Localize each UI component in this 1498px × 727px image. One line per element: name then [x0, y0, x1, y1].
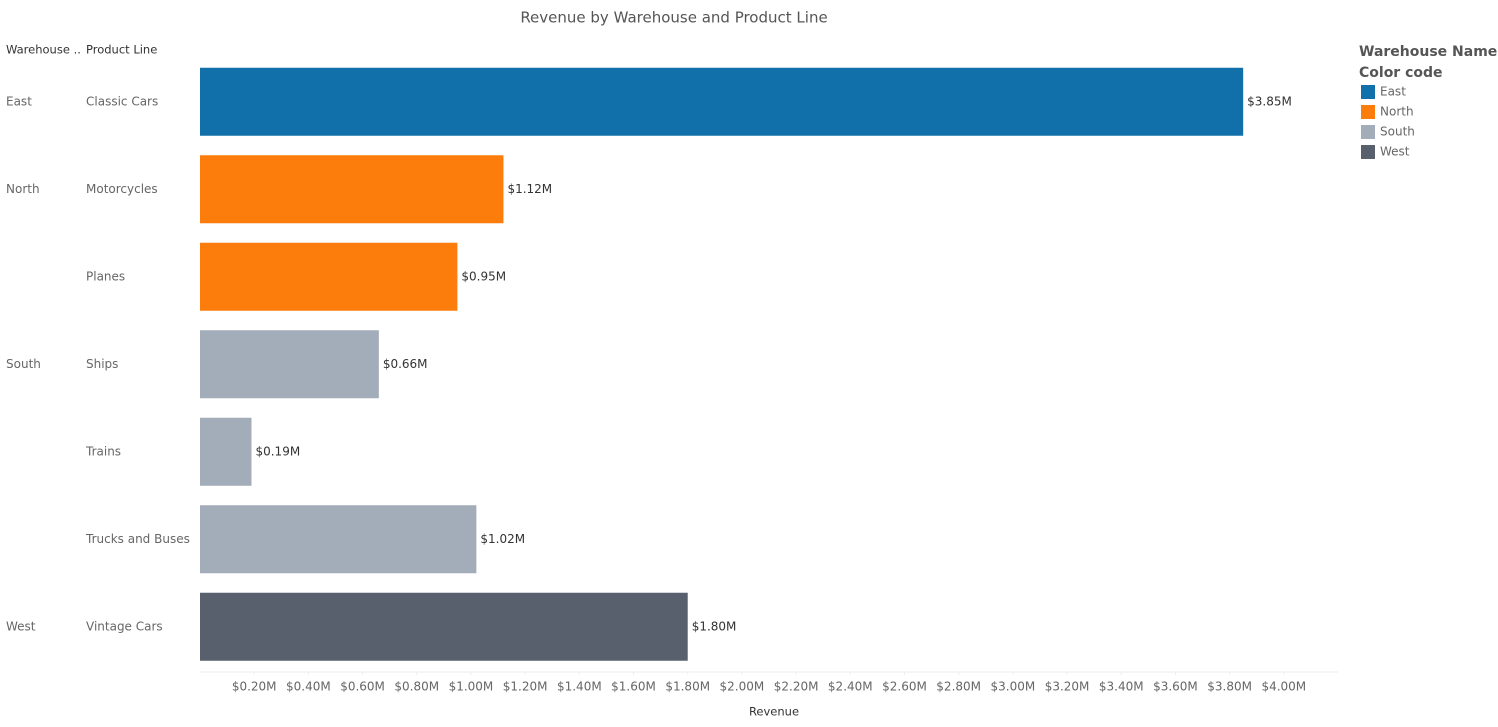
- category-label: Classic Cars: [86, 94, 158, 108]
- category-label: Planes: [86, 269, 125, 283]
- bar: [200, 330, 379, 399]
- x-tick-label: $2.40M: [828, 680, 873, 694]
- legend-label: East: [1380, 85, 1406, 99]
- bar: [200, 155, 504, 224]
- value-label: $1.02M: [480, 532, 525, 546]
- x-tick-label: $1.60M: [611, 680, 656, 694]
- x-tick-label: $3.80M: [1207, 680, 1252, 694]
- bar: [200, 592, 688, 661]
- x-tick-label: $3.20M: [1045, 680, 1090, 694]
- value-label: $1.80M: [692, 619, 737, 633]
- legend-title: Warehouse Name: [1359, 44, 1497, 60]
- x-tick-label: $1.20M: [503, 680, 548, 694]
- legend-swatch: [1361, 85, 1375, 99]
- x-tick-label: $0.80M: [394, 680, 439, 694]
- legend-swatch: [1361, 125, 1375, 139]
- category-label: Motorcycles: [86, 182, 158, 196]
- value-label: $0.95M: [461, 269, 506, 283]
- value-label: $0.66M: [383, 357, 428, 371]
- category-label: Ships: [86, 357, 118, 371]
- category-label: Vintage Cars: [86, 619, 163, 633]
- x-tick-label: $1.00M: [449, 680, 494, 694]
- value-label: $1.12M: [507, 182, 552, 196]
- legend-swatch: [1361, 105, 1375, 119]
- x-axis-title: Revenue: [749, 705, 799, 719]
- category-label: Trucks and Buses: [85, 532, 190, 546]
- x-tick-label: $3.60M: [1153, 680, 1198, 694]
- category-label: Trains: [85, 444, 121, 458]
- x-tick-label: $2.00M: [720, 680, 765, 694]
- x-tick-label: $0.20M: [232, 680, 277, 694]
- x-tick-label: $2.60M: [882, 680, 927, 694]
- bar: [200, 242, 458, 311]
- group-label: South: [6, 357, 41, 371]
- legend-subtitle: Color code: [1359, 65, 1443, 81]
- x-tick-label: $0.40M: [286, 680, 331, 694]
- row-header: Product Line: [86, 43, 157, 57]
- value-label: $3.85M: [1247, 94, 1292, 108]
- x-tick-label: $3.40M: [1099, 680, 1144, 694]
- bar: [200, 505, 477, 574]
- x-tick-label: $2.80M: [936, 680, 981, 694]
- x-tick-label: $2.20M: [774, 680, 819, 694]
- chart-title: Revenue by Warehouse and Product Line: [520, 9, 827, 27]
- value-label: $0.19M: [255, 444, 300, 458]
- row-header: Warehouse ..: [6, 43, 81, 57]
- legend-label: North: [1380, 105, 1414, 119]
- x-tick-label: $4.00M: [1261, 680, 1306, 694]
- x-tick-label: $1.40M: [557, 680, 602, 694]
- group-label: East: [6, 94, 32, 108]
- bar: [200, 67, 1244, 136]
- group-label: North: [6, 182, 40, 196]
- x-tick-label: $3.00M: [990, 680, 1035, 694]
- bar: [200, 417, 252, 486]
- legend-swatch: [1361, 145, 1375, 159]
- x-tick-label: $1.80M: [665, 680, 710, 694]
- group-label: West: [6, 619, 36, 633]
- legend-label: West: [1380, 145, 1410, 159]
- legend-label: South: [1380, 125, 1415, 139]
- x-tick-label: $0.60M: [340, 680, 385, 694]
